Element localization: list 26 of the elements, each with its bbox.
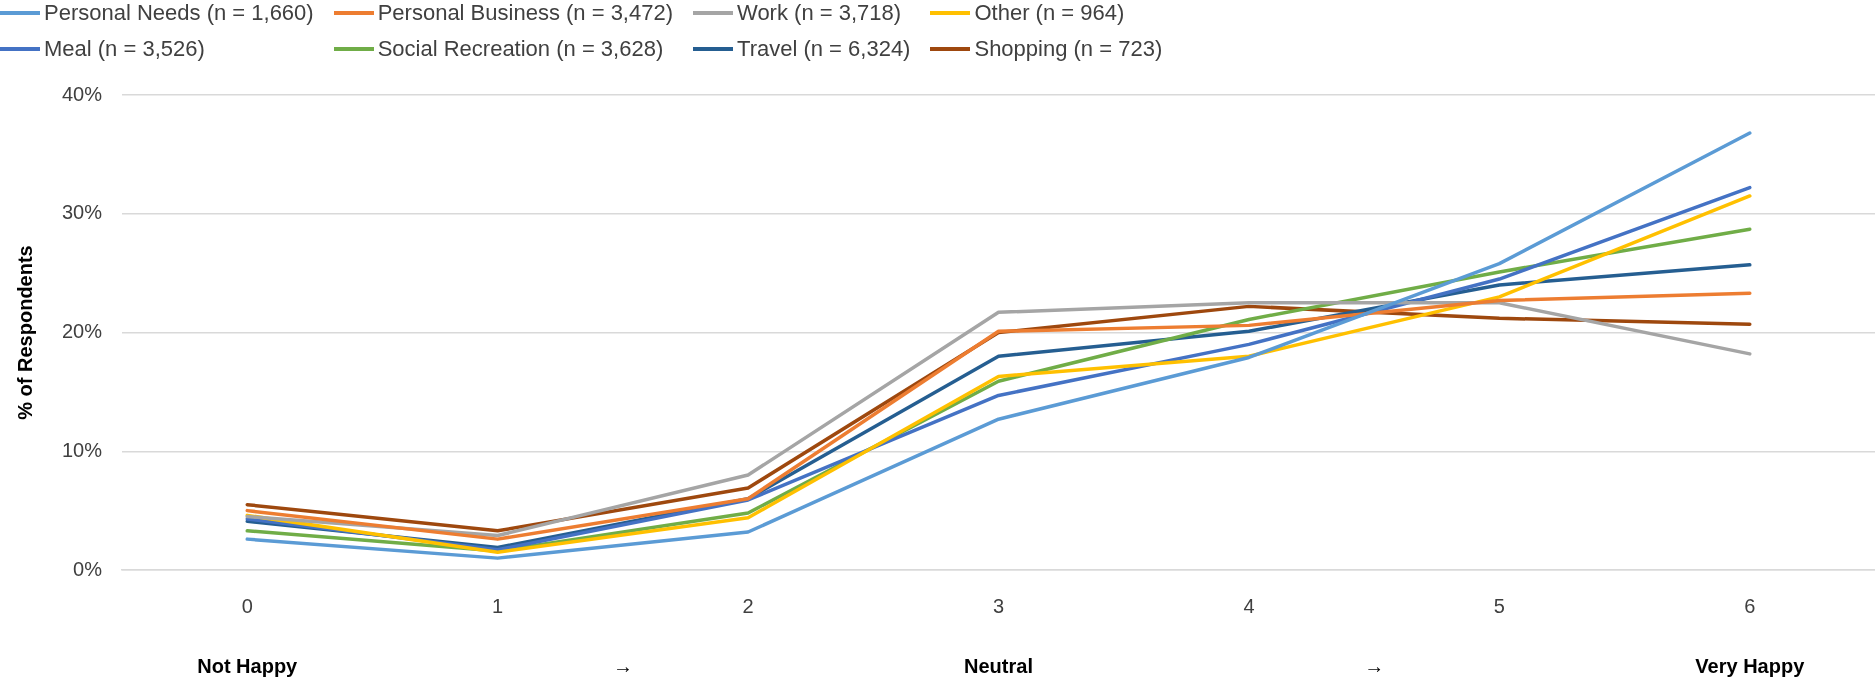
y-tick-label: 0% [73,557,103,580]
text: → [1364,655,1385,678]
y-tick-label: 40% [62,82,103,105]
text: Very Happy [1695,655,1805,678]
y-tick-label: 20% [62,320,103,343]
x-tick-label: 2 [742,594,754,617]
legend-label: Shopping (n = 723) [974,36,1163,62]
x-tick-label: 4 [1243,594,1255,617]
x-tick-label: 5 [1493,594,1505,617]
legend-label: Meal (n = 3,526) [44,36,205,62]
text: Not Happy [197,655,298,678]
x-tick-label: 0 [241,594,253,617]
y-tick-label: 30% [62,201,103,224]
legend-label: Personal Business (n = 3,472) [377,0,674,26]
legend-label: Other (n = 964) [974,0,1125,26]
text: Neutral [964,655,1033,678]
legend-label: Travel (n = 6,324) [737,36,911,62]
y-tick-label: 10% [62,438,103,461]
x-tick-label: 6 [1744,594,1756,617]
x-tick-label: 3 [992,594,1005,617]
legend-label: Social Recreation (n = 3,628) [377,36,664,62]
legend-label: Personal Needs (n = 1,660) [44,0,314,26]
text: → [612,655,633,678]
legend-label: Work (n = 3,718) [737,0,902,26]
x-tick-label: 1 [492,594,504,617]
y-axis-title: % of Respondents [13,245,36,420]
